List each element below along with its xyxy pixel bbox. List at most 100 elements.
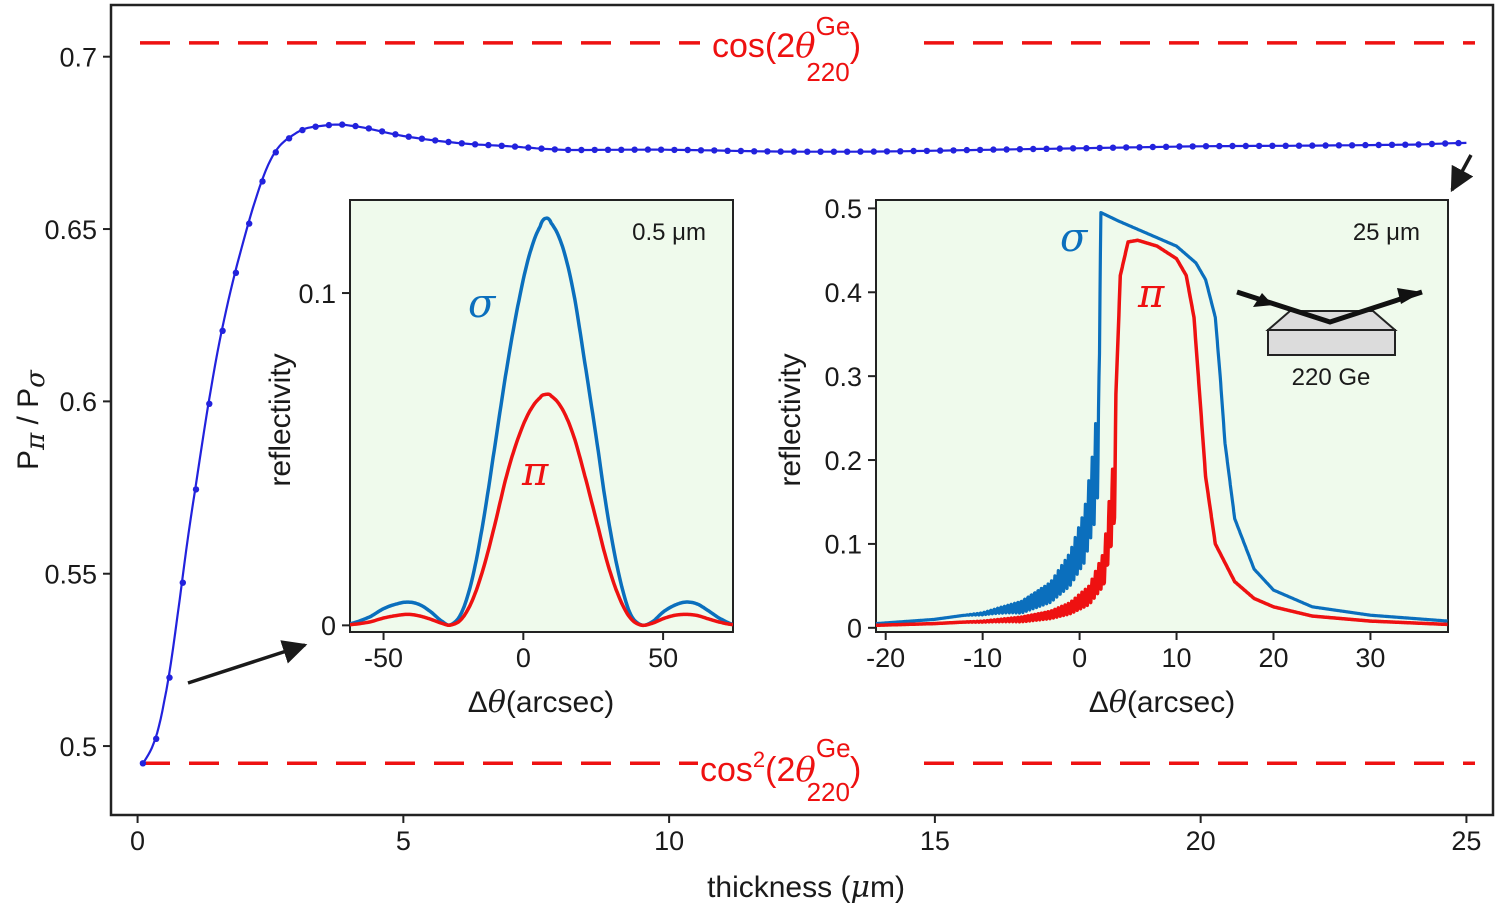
series-point-ratio: [910, 147, 917, 155]
series-point-ratio: [538, 145, 545, 152]
series-point-ratio: [817, 148, 824, 155]
series-point-ratio: [192, 486, 200, 493]
crystal-diagram: 220 Ge: [1236, 288, 1423, 391]
inset-2-frame: [875, 199, 1449, 633]
top-reference-label: cos(2θGe 220): [700, 10, 924, 92]
inset-1-thickness-label: 0.5 μm: [632, 219, 706, 246]
series-point-ratio: [1216, 142, 1223, 150]
series-point-ratio: [1043, 145, 1050, 152]
bottom-reference-label: cos2(2θGe 220): [698, 732, 922, 807]
series-point-ratio: [405, 133, 412, 140]
inset-1-y-ticks: 00.1: [298, 279, 350, 641]
arrow-to-inset-1: [187, 640, 308, 685]
inset-2-y-tick-label: 0.2: [824, 446, 862, 476]
inset-1-y-axis-label: reflectivity: [264, 353, 297, 486]
series-point-ratio: [1295, 142, 1303, 149]
main-y-tick-label: 0.6: [59, 387, 97, 417]
reflected-beam-arrowhead: [1397, 288, 1422, 304]
series-point-ratio: [1003, 146, 1010, 153]
series-point-ratio: [1229, 142, 1236, 150]
inset-2-series-line-pi: [876, 238, 1448, 628]
series-point-ratio: [564, 146, 572, 154]
series-point-ratio: [498, 142, 505, 149]
series-point-ratio: [990, 146, 997, 153]
series-point-ratio: [445, 138, 452, 146]
series-point-ratio: [976, 146, 984, 154]
series-point-ratio: [657, 146, 665, 153]
series-point-ratio: [1442, 140, 1449, 147]
series-point-ratio: [206, 400, 213, 407]
series-point-ratio: [578, 146, 585, 154]
series-point-ratio: [1242, 142, 1250, 150]
series-point-ratio: [604, 146, 612, 153]
series-point-ratio: [485, 141, 492, 149]
series-point-ratio: [1030, 145, 1037, 153]
series-point-ratio: [511, 143, 519, 150]
series-point-ratio: [219, 327, 226, 334]
series-point-ratio: [1428, 140, 1436, 148]
series-point-ratio: [1069, 145, 1077, 152]
inset-2-y-tick-label: 0.3: [824, 362, 862, 392]
inset-1-x-tick-label: -50: [364, 643, 403, 673]
inset-1-sigma-label: σ: [468, 281, 497, 327]
series-point-ratio: [631, 146, 638, 153]
series-point-ratio: [883, 148, 891, 155]
inset-1-x-tick-label: 0: [516, 643, 531, 673]
series-point-ratio: [1123, 144, 1130, 151]
main-x-axis-label: thickness (μm): [707, 870, 905, 905]
inset-1-x-tick-label: 50: [648, 643, 678, 673]
series-point-ratio: [1282, 142, 1289, 149]
inset-2-y-tick-label: 0.1: [824, 530, 862, 560]
crystal-label: 220 Ge: [1292, 364, 1371, 391]
series-point-ratio: [1402, 141, 1409, 148]
series-point-ratio: [1335, 142, 1343, 149]
series-point-ratio: [352, 122, 359, 130]
series-point-ratio: [525, 144, 532, 151]
main-x-tick-label: 0: [130, 826, 145, 856]
series-point-ratio: [1189, 143, 1196, 150]
inset-0.5um: -50 0 50 00.1 reflectivity Δθ(arcsec) 0.5 …: [264, 199, 734, 720]
inset-2-x-tick-label: -20: [866, 643, 905, 673]
crystal-block: [1267, 329, 1396, 356]
series-point-ratio: [1455, 139, 1462, 147]
inset-2-y-ticks: 0 0.1 0.2 0.3 0.4 0.5: [824, 194, 876, 644]
series-point-ratio: [697, 147, 705, 154]
series-point-ratio: [246, 220, 253, 227]
series-point-ratio: [432, 137, 439, 144]
inset-2-y-tick-label: 0.4: [824, 278, 862, 308]
series-point-ratio: [1388, 141, 1396, 148]
series-point-ratio: [272, 149, 279, 156]
series-point-ratio: [711, 147, 718, 154]
series-point-ratio: [392, 131, 399, 138]
series-point-ratio: [285, 135, 293, 142]
inset-25um: -20 -10 0 10 20 30 0 0.1 0.2 0.3 0.4 0.5 reflectiv…: [774, 194, 1449, 720]
inset-2-series-line-sigma: [876, 211, 1448, 626]
series-point-ratio: [1096, 144, 1103, 152]
main-y-tick-label: 0.65: [44, 215, 97, 245]
inset-1-x-axis-label: Δθ(arcsec): [468, 685, 614, 720]
inset-2-sigma-label: σ: [1060, 215, 1089, 261]
series-point-ratio: [1375, 141, 1382, 149]
series-point-ratio: [1162, 143, 1170, 150]
inset-2-x-tick-label: 10: [1162, 643, 1192, 673]
inset-2-y-tick-label: 0: [847, 614, 862, 644]
inset-1-series-line-pi: [350, 392, 733, 628]
series-point-ratio: [1056, 145, 1064, 152]
main-x-tick-label: 5: [396, 826, 411, 856]
series-point-ratio: [870, 148, 877, 155]
series-point-ratio: [777, 148, 784, 155]
series-point-ratio: [923, 147, 931, 155]
inset-2-x-tick-label: -10: [963, 643, 1002, 673]
series-point-ratio: [764, 148, 771, 155]
series-point-ratio: [1309, 142, 1316, 149]
series-point-ratio: [857, 148, 864, 155]
inset-1-frame: [349, 199, 734, 633]
inset-1-y-tick-label: 0: [321, 611, 336, 641]
inset-2-x-axis-label: Δθ(arcsec): [1089, 685, 1235, 720]
incident-beam-arrowhead: [1253, 293, 1273, 307]
series-point-ratio: [963, 146, 970, 154]
series-point-ratio: [1136, 144, 1143, 151]
main-y-ticks: 0.5 0.55 0.6 0.65 0.7: [44, 42, 111, 762]
